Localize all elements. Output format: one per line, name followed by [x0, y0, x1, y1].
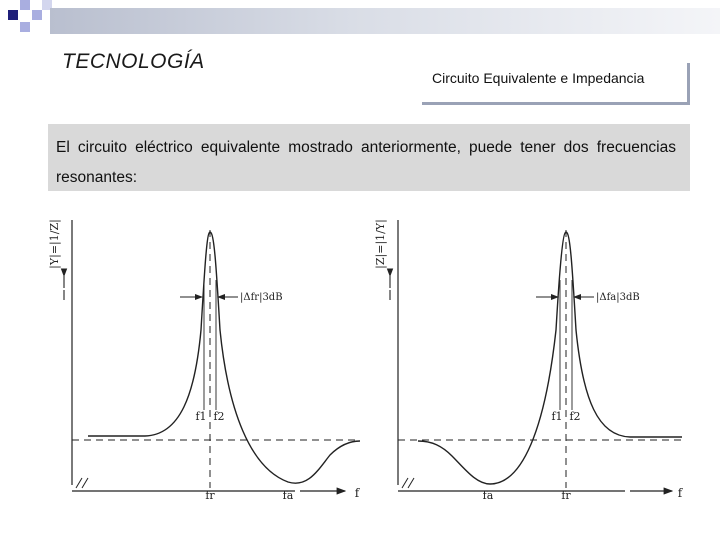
- deco-square-dark: [8, 10, 18, 20]
- text-box: [48, 124, 690, 191]
- right-axis-break-mark: [407, 477, 415, 489]
- right-axis-break-mark: [401, 477, 409, 489]
- page-title: TECNOLOGÍA: [62, 50, 205, 73]
- left-f1-label: f1: [195, 410, 206, 423]
- decorative-squares: [0, 0, 60, 40]
- right-impedance-curve: [417, 231, 682, 485]
- right-bandwidth-label: |Δfa|3dB: [596, 292, 640, 303]
- left-y-axis-label: |Y|=|1/Z|: [48, 219, 62, 269]
- deco-square-light: [32, 10, 42, 20]
- right-f1-label: f1: [551, 410, 562, 423]
- header-band: [50, 8, 720, 34]
- right-plot: |Z|=|1/Y| |Δfa|3dB f1 f2 fa fr f: [374, 219, 685, 502]
- page-subtitle: Circuito Equivalente e Impedancia: [432, 70, 645, 86]
- left-x-axis-label: f: [355, 486, 361, 500]
- left-axis-break-mark: [75, 477, 83, 489]
- left-fa-tick-label: fa: [283, 489, 294, 502]
- left-admittance-curve: [88, 231, 361, 484]
- left-fr-tick-label: fr: [205, 489, 215, 502]
- deco-square-light: [20, 0, 30, 10]
- left-axis-break-mark: [81, 477, 89, 489]
- deco-square-faint: [42, 0, 52, 10]
- right-y-axis-label: |Z|=|1/Y|: [374, 219, 388, 269]
- right-f2-label: f2: [569, 410, 580, 423]
- subtitle-box: [422, 63, 690, 105]
- left-f2-label: f2: [213, 410, 224, 423]
- left-plot: |Y|=|1/Z| |Δfr|3dB f1 f2 fr fa f: [48, 219, 361, 502]
- right-fa-tick-label: fa: [483, 489, 494, 502]
- deco-square-light: [20, 22, 30, 32]
- right-fr-tick-label: fr: [561, 489, 571, 502]
- resonance-diagram: |Y|=|1/Z| |Δfr|3dB f1 f2 fr fa f |Z|=|1/…: [48, 219, 685, 502]
- right-x-axis-label: f: [678, 486, 684, 500]
- body-paragraph: El circuito eléctrico equivalente mostra…: [56, 139, 676, 186]
- left-bandwidth-label: |Δfr|3dB: [240, 292, 283, 303]
